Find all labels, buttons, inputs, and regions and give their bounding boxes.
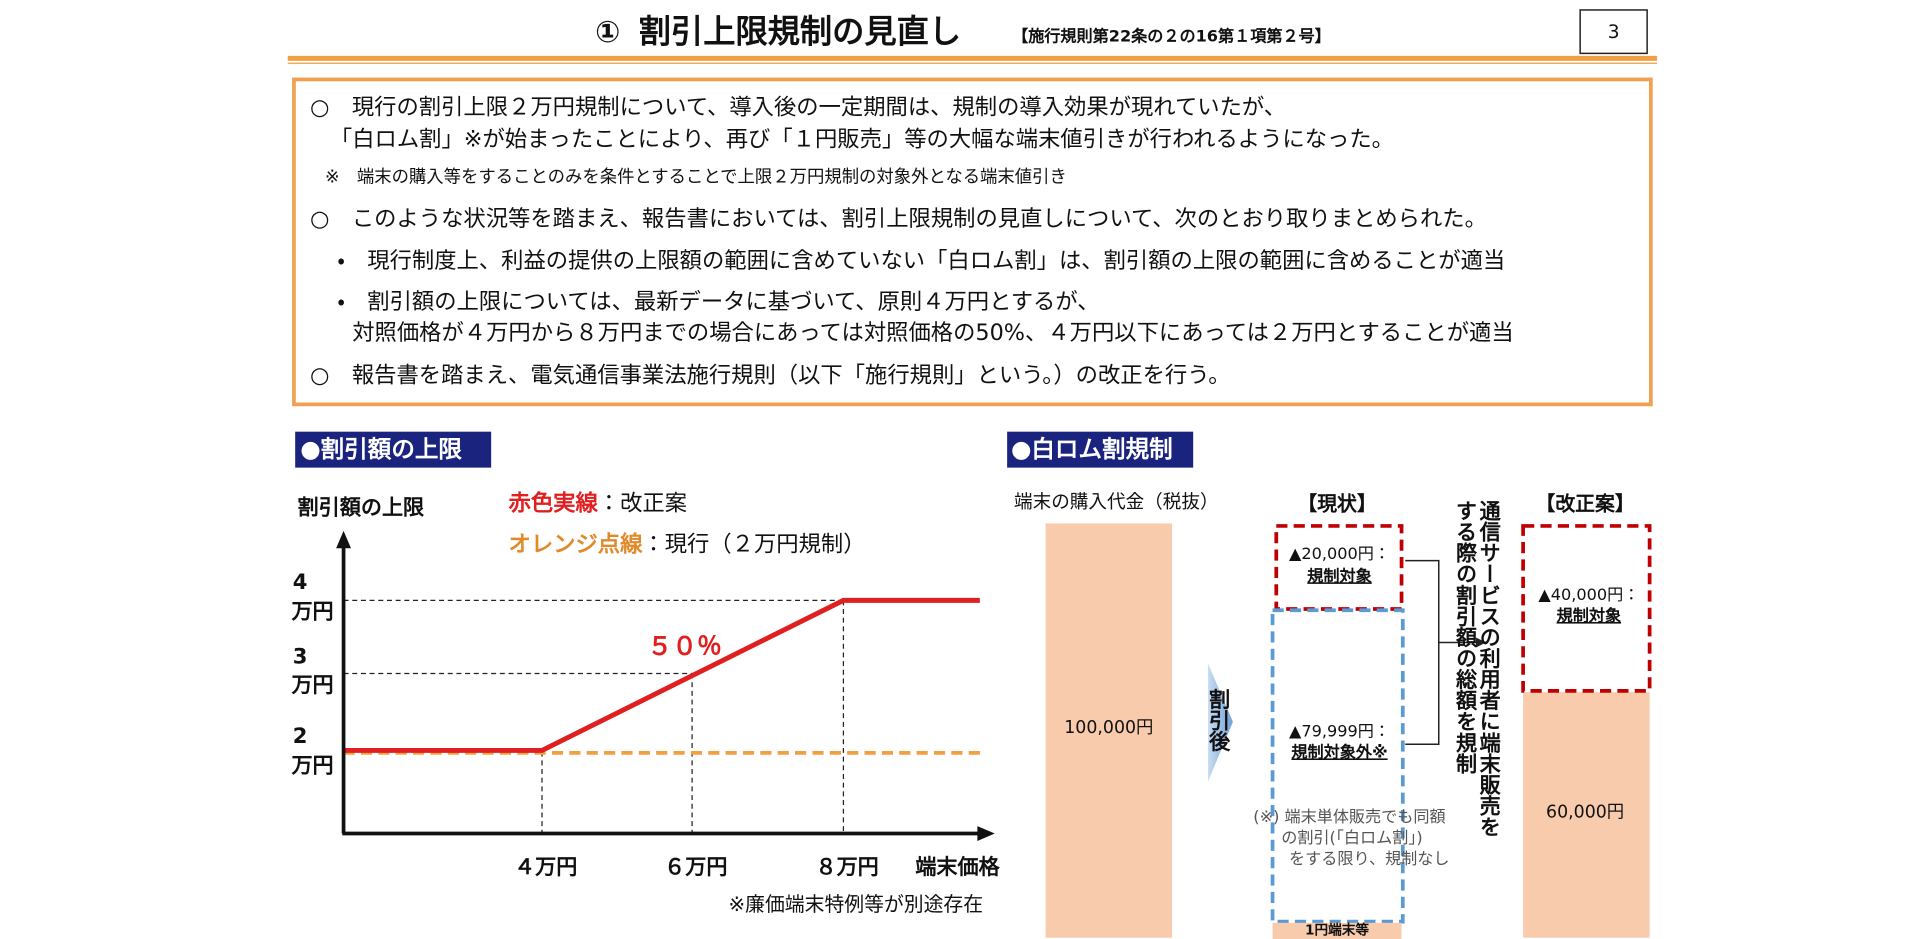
regulated-label: 規制対象 bbox=[1307, 566, 1372, 585]
y-label-unit: 万円 bbox=[290, 599, 333, 624]
chart-note: ※廉価端末特例等が別途存在 bbox=[729, 893, 984, 916]
arrow bbox=[1208, 663, 1233, 782]
panel-title: ●白ロム割規制 bbox=[1011, 435, 1173, 463]
legend-text: ：改正案 bbox=[598, 490, 687, 516]
base-price: 100,000円 bbox=[1064, 718, 1153, 738]
y-label-num: 2 bbox=[293, 723, 308, 748]
arrow-label: 割引後 bbox=[1207, 688, 1232, 752]
unregulated-label: 規制対象外※ bbox=[1291, 742, 1387, 761]
header-number: ① bbox=[595, 15, 620, 50]
bracket-arrowhead bbox=[1475, 637, 1486, 648]
legend-entry: 赤色実線：改正案 bbox=[509, 489, 687, 516]
summary-line: ○ 現行の割引上限２万円規制について、導入後の一定期間は、規制の導入効果が現れて… bbox=[310, 94, 1286, 120]
proposed-line bbox=[343, 597, 980, 753]
slope-label: ５０％ bbox=[647, 631, 721, 660]
bracket-text: 通信サービスの利用者に端末販売を bbox=[1477, 499, 1502, 837]
y-label-unit: 万円 bbox=[290, 753, 333, 778]
y-label-unit: 万円 bbox=[290, 672, 333, 697]
y-label-num: 3 bbox=[293, 643, 308, 668]
price-label: 端末の購入代金（税抜） bbox=[1014, 492, 1219, 513]
page-number: 3 bbox=[1608, 22, 1620, 43]
x-label: ４万円 bbox=[514, 854, 577, 879]
header-rule bbox=[287, 55, 1658, 61]
bracket bbox=[1405, 559, 1440, 745]
panel-title-box bbox=[1007, 431, 1194, 468]
remainder-bar bbox=[1523, 692, 1650, 938]
summary-line: ○ このような状況等を踏まえ、報告書においては、割引上限規制の見直しについて、次… bbox=[310, 206, 1487, 232]
current-note: (※) 端末単体販売でも同額 bbox=[1253, 807, 1445, 826]
proposed-label: 規制対象 bbox=[1557, 606, 1622, 625]
summary-line: ・ 現行制度上、利益の提供の上限額の範囲に含めていない「白ロム割」は、割引額の上… bbox=[337, 248, 1505, 274]
current-note: をする限り、規制なし bbox=[1289, 849, 1449, 868]
proposed-amount: ▲40,000円： bbox=[1538, 585, 1639, 604]
y-axis-label: 割引額の上限 bbox=[298, 495, 424, 520]
current-heading: 【現状】 bbox=[1297, 492, 1376, 515]
summary-note: ※ 端末の購入等をすることのみを条件とすることで上限２万円規制の対象外となる端末… bbox=[325, 167, 1067, 187]
legend-key: 赤色実線 bbox=[509, 489, 599, 516]
legend-key: オレンジ点線 bbox=[509, 530, 644, 557]
y-label-num: 4 bbox=[293, 569, 308, 594]
header-title: 割引上限規制の見直し bbox=[639, 13, 961, 51]
summary-line: 対照価格が４万円から８万円までの場合にあっては対照価格の50%、４万円以下にあっ… bbox=[352, 320, 1513, 346]
page-box bbox=[1579, 9, 1648, 55]
legend-entry: オレンジ点線：現行（２万円規制） bbox=[509, 530, 866, 557]
y-axis-arrow bbox=[336, 530, 352, 549]
unregulated-box bbox=[1270, 608, 1405, 924]
bottom-label: 1円端末等 bbox=[1305, 921, 1369, 938]
panel-title-box bbox=[295, 431, 492, 468]
regulated-amount: ▲20,000円： bbox=[1289, 544, 1390, 563]
x-label: ８万円 bbox=[816, 854, 879, 879]
summary-line: ○ 報告書を踏まえ、電気通信事業法施行規則（以下「施行規則」という。）の改正を行… bbox=[310, 362, 1230, 388]
summary-box bbox=[292, 77, 1653, 407]
proposed-regulated-box bbox=[1521, 524, 1652, 693]
regulated-box bbox=[1274, 524, 1404, 611]
unregulated-amount: ▲79,999円： bbox=[1289, 721, 1390, 740]
price-bar bbox=[1045, 523, 1173, 938]
header-reference: 【施行規則第22条の２の16第１項第２号】 bbox=[1012, 27, 1331, 46]
summary-line: ・ 割引額の上限については、最新データに基づいて、原則４万円とするが、 bbox=[337, 289, 1099, 315]
x-axis-arrow bbox=[977, 826, 995, 841]
summary-line: 「白ロム割」※が始まったことにより、再び「１円販売」等の大幅な端末値引きが行われ… bbox=[330, 127, 1394, 153]
legend-text: ：現行（２万円規制） bbox=[642, 531, 865, 557]
remainder-label: 60,000円 bbox=[1546, 802, 1624, 822]
x-label: ６万円 bbox=[664, 854, 727, 879]
bracket-text: する際の割引額の総額を規制 bbox=[1454, 500, 1479, 776]
bottom-bar bbox=[1272, 922, 1402, 939]
current-note: の割引(「白ロム割」) bbox=[1281, 828, 1422, 847]
proposed-heading: 【改正案】 bbox=[1536, 492, 1635, 515]
x-axis-label: 端末価格 bbox=[915, 854, 1000, 879]
panel-title: ●割引額の上限 bbox=[300, 435, 462, 463]
